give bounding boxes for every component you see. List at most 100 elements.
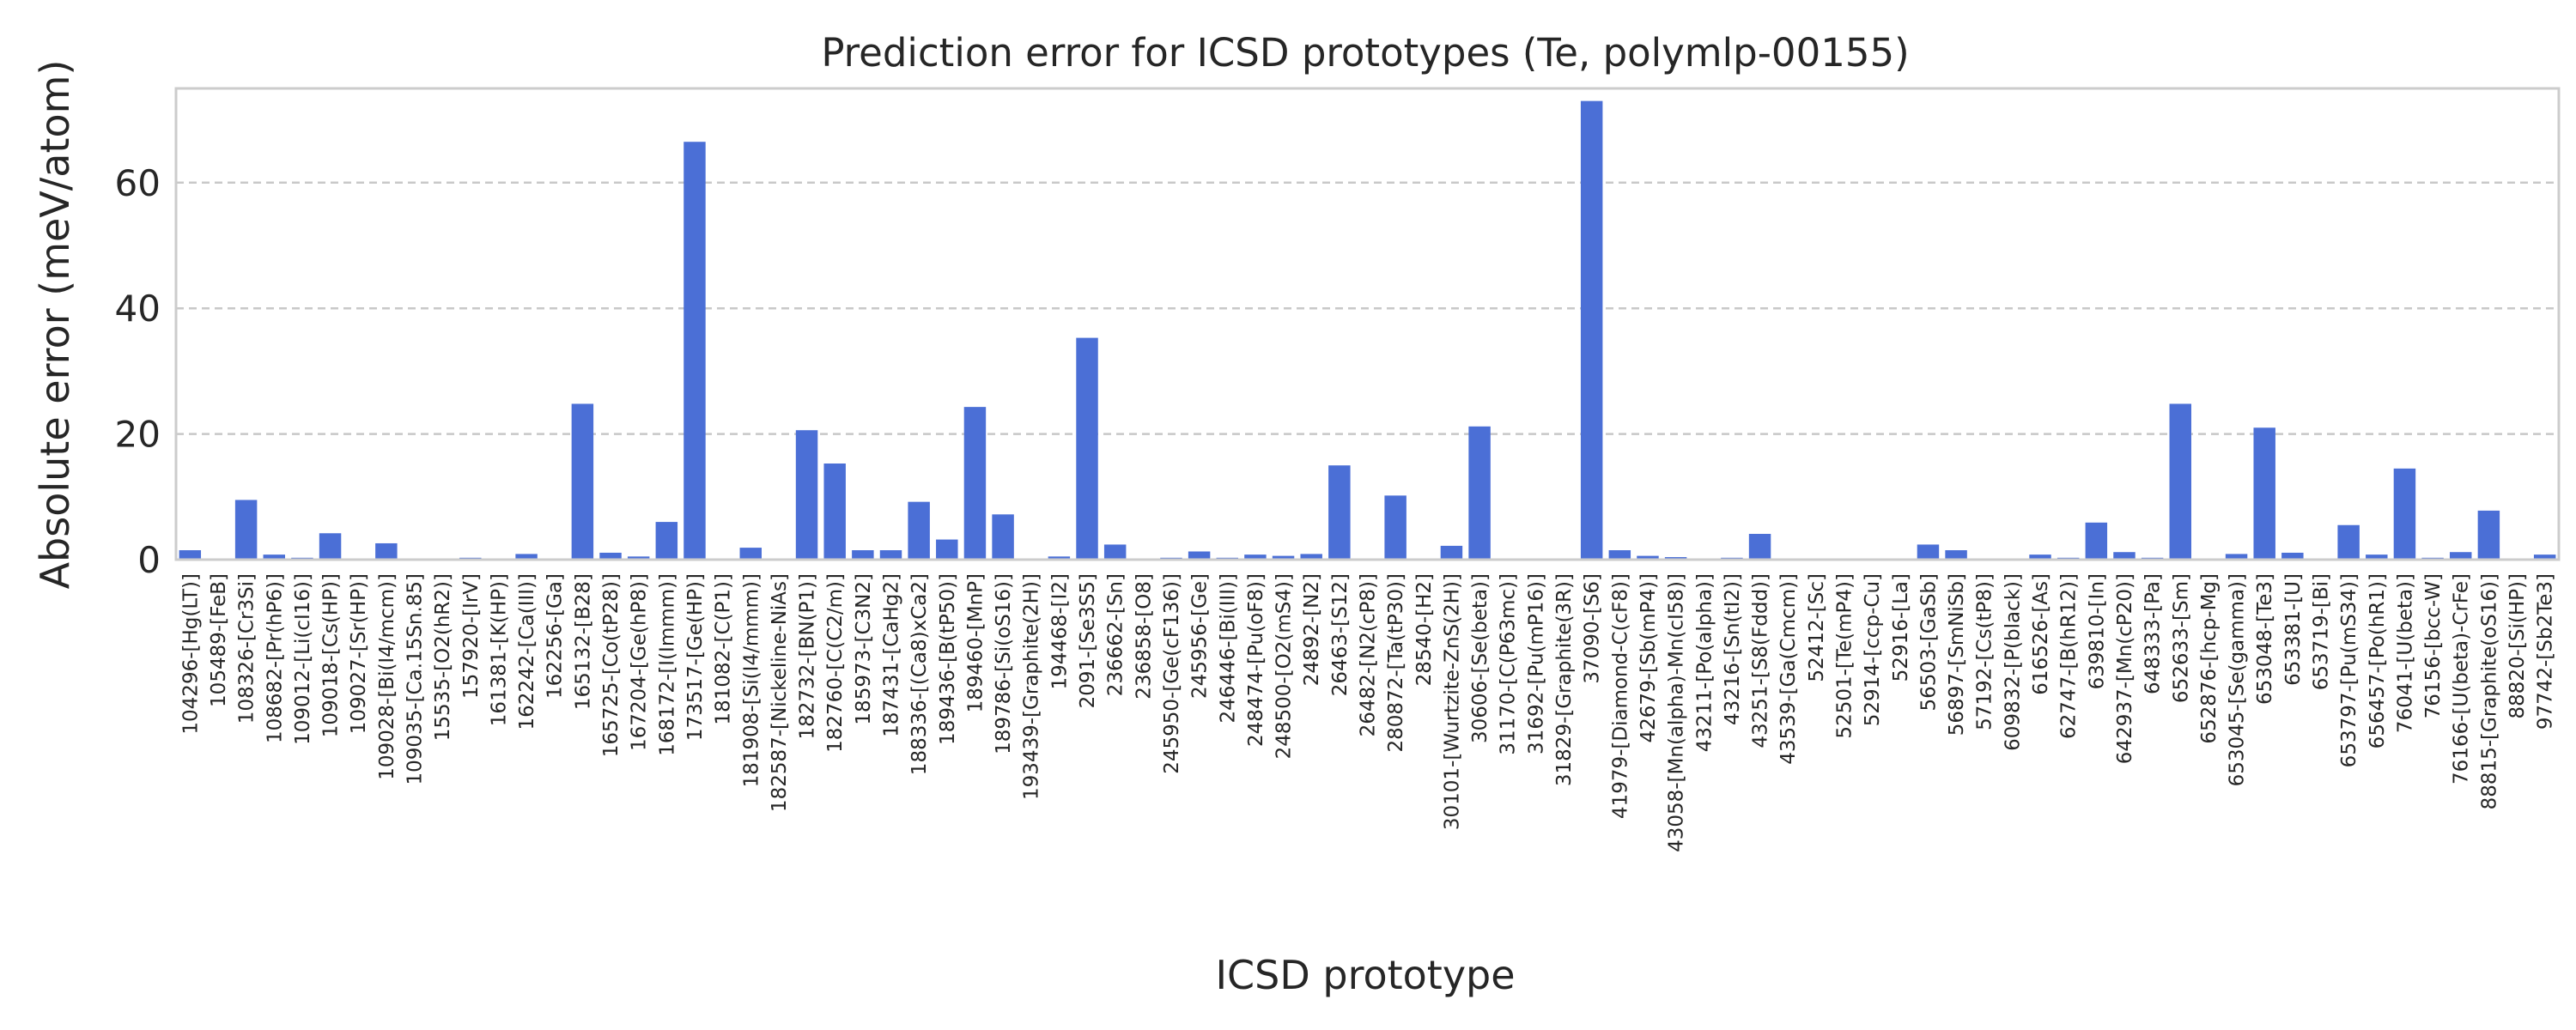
bar xyxy=(2281,552,2304,560)
x-tick-label: 62747-[B(hR12)] xyxy=(2058,573,2081,739)
x-tick-label: 165132-[B28] xyxy=(572,573,594,710)
bar xyxy=(2450,552,2472,560)
x-tick-label: 165725-[Co(tP28)] xyxy=(600,573,623,757)
bar xyxy=(823,464,846,560)
bar xyxy=(319,533,342,560)
bar xyxy=(2113,552,2136,560)
x-tick-label: 43251-[S8(Fddd)] xyxy=(1750,573,1772,748)
x-tick-label: 56503-[GaSb] xyxy=(1917,573,1940,712)
x-tick-label: 28540-[H2] xyxy=(1413,573,1436,686)
x-tick-label: 653381-[U] xyxy=(2282,573,2305,686)
bar xyxy=(1272,555,1295,560)
x-tick-label: 182760-[C(C2/m)] xyxy=(824,573,847,753)
x-tick-label: 109028-[Bi(I4/mcm)] xyxy=(376,573,398,780)
x-tick-label: 181908-[Si(I4/mmm)] xyxy=(740,573,762,787)
x-tick-label: 188336-[(Ca8)xCa2] xyxy=(908,573,931,775)
x-tick-label: 187431-[CaHg2] xyxy=(881,573,903,737)
x-tick-label: 52412-[Sc] xyxy=(1806,573,1828,682)
x-tick-label: 41979-[Diamond-C(cF8)] xyxy=(1609,573,1631,819)
x-tick-label: 26482-[N2(cP8)] xyxy=(1358,573,1380,736)
y-tick-label: 20 xyxy=(115,414,161,456)
bar xyxy=(1103,544,1127,560)
x-tick-label: 245950-[Ge(cF136)] xyxy=(1161,573,1183,774)
bar xyxy=(1328,465,1351,560)
x-tick-label: 189786-[Si(oS16)] xyxy=(993,573,1015,754)
x-tick-label: 109027-[Sr(HP)] xyxy=(348,573,370,734)
bar xyxy=(179,550,202,560)
bar xyxy=(571,403,594,560)
x-tick-label: 248500-[O2(mS4)] xyxy=(1273,573,1296,759)
x-tick-label: 193439-[Graphite(2H)] xyxy=(1021,573,1043,800)
bar xyxy=(795,430,818,560)
x-tick-label: 189460-[MnP] xyxy=(964,573,987,712)
x-tick-label: 108682-[Pr(hP6)] xyxy=(264,573,286,743)
x-tick-label: 653045-[Se(gamma)] xyxy=(2227,573,2249,786)
x-tick-label: 185973-[C3N2] xyxy=(853,573,875,725)
bar xyxy=(936,539,958,560)
x-tick-label: 609832-[P(black)] xyxy=(2002,573,2024,751)
bar xyxy=(1945,550,1967,560)
bar xyxy=(2085,522,2108,560)
x-tick-label: 639810-[In] xyxy=(2086,573,2108,689)
bar xyxy=(992,514,1014,560)
y-tick-label: 0 xyxy=(137,539,161,581)
bar xyxy=(1608,550,1631,560)
bar xyxy=(1637,555,1659,560)
bar xyxy=(1748,533,1771,560)
bar xyxy=(2225,554,2248,560)
x-tick-label: 57192-[Cs(tP8)] xyxy=(1974,573,1996,730)
y-axis-label: Absolute error (meV/atom) xyxy=(32,60,78,590)
x-tick-label: 43058-[Mn(alpha)-Mn(cI58)] xyxy=(1666,573,1688,852)
x-tick-label: 246446-[Bi(III)] xyxy=(1217,573,1239,724)
plot-frame xyxy=(174,87,2561,561)
bar xyxy=(2029,554,2051,560)
x-tick-label: 88820-[Si(HP)] xyxy=(2506,573,2529,719)
x-tick-label: 52916-[La] xyxy=(1890,573,1912,682)
bar xyxy=(879,550,902,560)
bar xyxy=(2393,468,2416,560)
x-tick-label: 182732-[BN(P1)] xyxy=(797,573,819,739)
x-tick-label: 162242-[Ca(III)] xyxy=(516,573,538,730)
x-tick-label: 31829-[Graphite(3R)] xyxy=(1553,573,1576,786)
bar xyxy=(1580,100,1603,560)
x-tick-label: 76041-[U(beta)] xyxy=(2394,573,2416,733)
x-tick-label: 194468-[I2] xyxy=(1048,573,1071,689)
bar xyxy=(1468,426,1491,560)
x-tick-label: 167204-[Ge(hP8)] xyxy=(629,573,651,751)
x-tick-label: 656457-[Po(hR1)] xyxy=(2366,573,2389,748)
x-tick-label: 104296-[Hg(LT)] xyxy=(179,573,202,735)
x-axis-label: ICSD prototype xyxy=(1215,952,1515,998)
x-tick-label: 105489-[FeB] xyxy=(208,573,230,707)
bar xyxy=(599,552,622,560)
x-tick-label: 31692-[Pu(mP16)] xyxy=(1525,573,1547,754)
x-tick-label: 173517-[Ge(HP)] xyxy=(684,573,707,741)
x-tick-label: 97742-[Sb2Te3] xyxy=(2535,573,2557,730)
bar xyxy=(234,500,258,560)
x-tick-label: 248474-[Pu(oF8)] xyxy=(1245,573,1267,747)
x-tick-label: 189436-[B(tP50)] xyxy=(937,573,959,745)
x-tick-label: 161381-[K(HP)] xyxy=(488,573,510,726)
bar xyxy=(1440,545,1463,560)
x-tick-label: 43216-[Sn(tI2)] xyxy=(1722,573,1744,725)
x-tick-label: 157920-[IrV] xyxy=(460,573,483,699)
x-tick-label: 168172-[I(Immm)] xyxy=(656,573,678,756)
x-tick-label: 30606-[Se(beta)] xyxy=(1469,573,1492,743)
x-tick-label: 37090-[S6] xyxy=(1582,573,1604,684)
x-tick-label: 653048-[Te3] xyxy=(2254,573,2276,705)
x-tick-label: 30101-[Wurtzite-ZnS(2H)] xyxy=(1441,573,1463,830)
x-tick-label: 236858-[O8] xyxy=(1133,573,1155,700)
gridlines xyxy=(176,181,2559,435)
x-tick-label: 76156-[bcc-W] xyxy=(2422,573,2445,718)
x-tick-label: 26463-[S12] xyxy=(1329,573,1352,696)
bar xyxy=(2169,403,2191,560)
y-tick-labels: 0 20 40 60 xyxy=(115,162,161,581)
x-tick-label: 42679-[Sb(mP4)] xyxy=(1637,573,1660,742)
bar xyxy=(1048,556,1071,560)
bar xyxy=(655,522,678,560)
bar xyxy=(908,501,930,560)
x-tick-label: 31170-[C(P63mc)] xyxy=(1498,573,1520,755)
x-tick-label: 109018-[Cs(HP)] xyxy=(320,573,343,737)
x-tick-label: 109035-[Ca.15Sn.85] xyxy=(404,573,427,785)
